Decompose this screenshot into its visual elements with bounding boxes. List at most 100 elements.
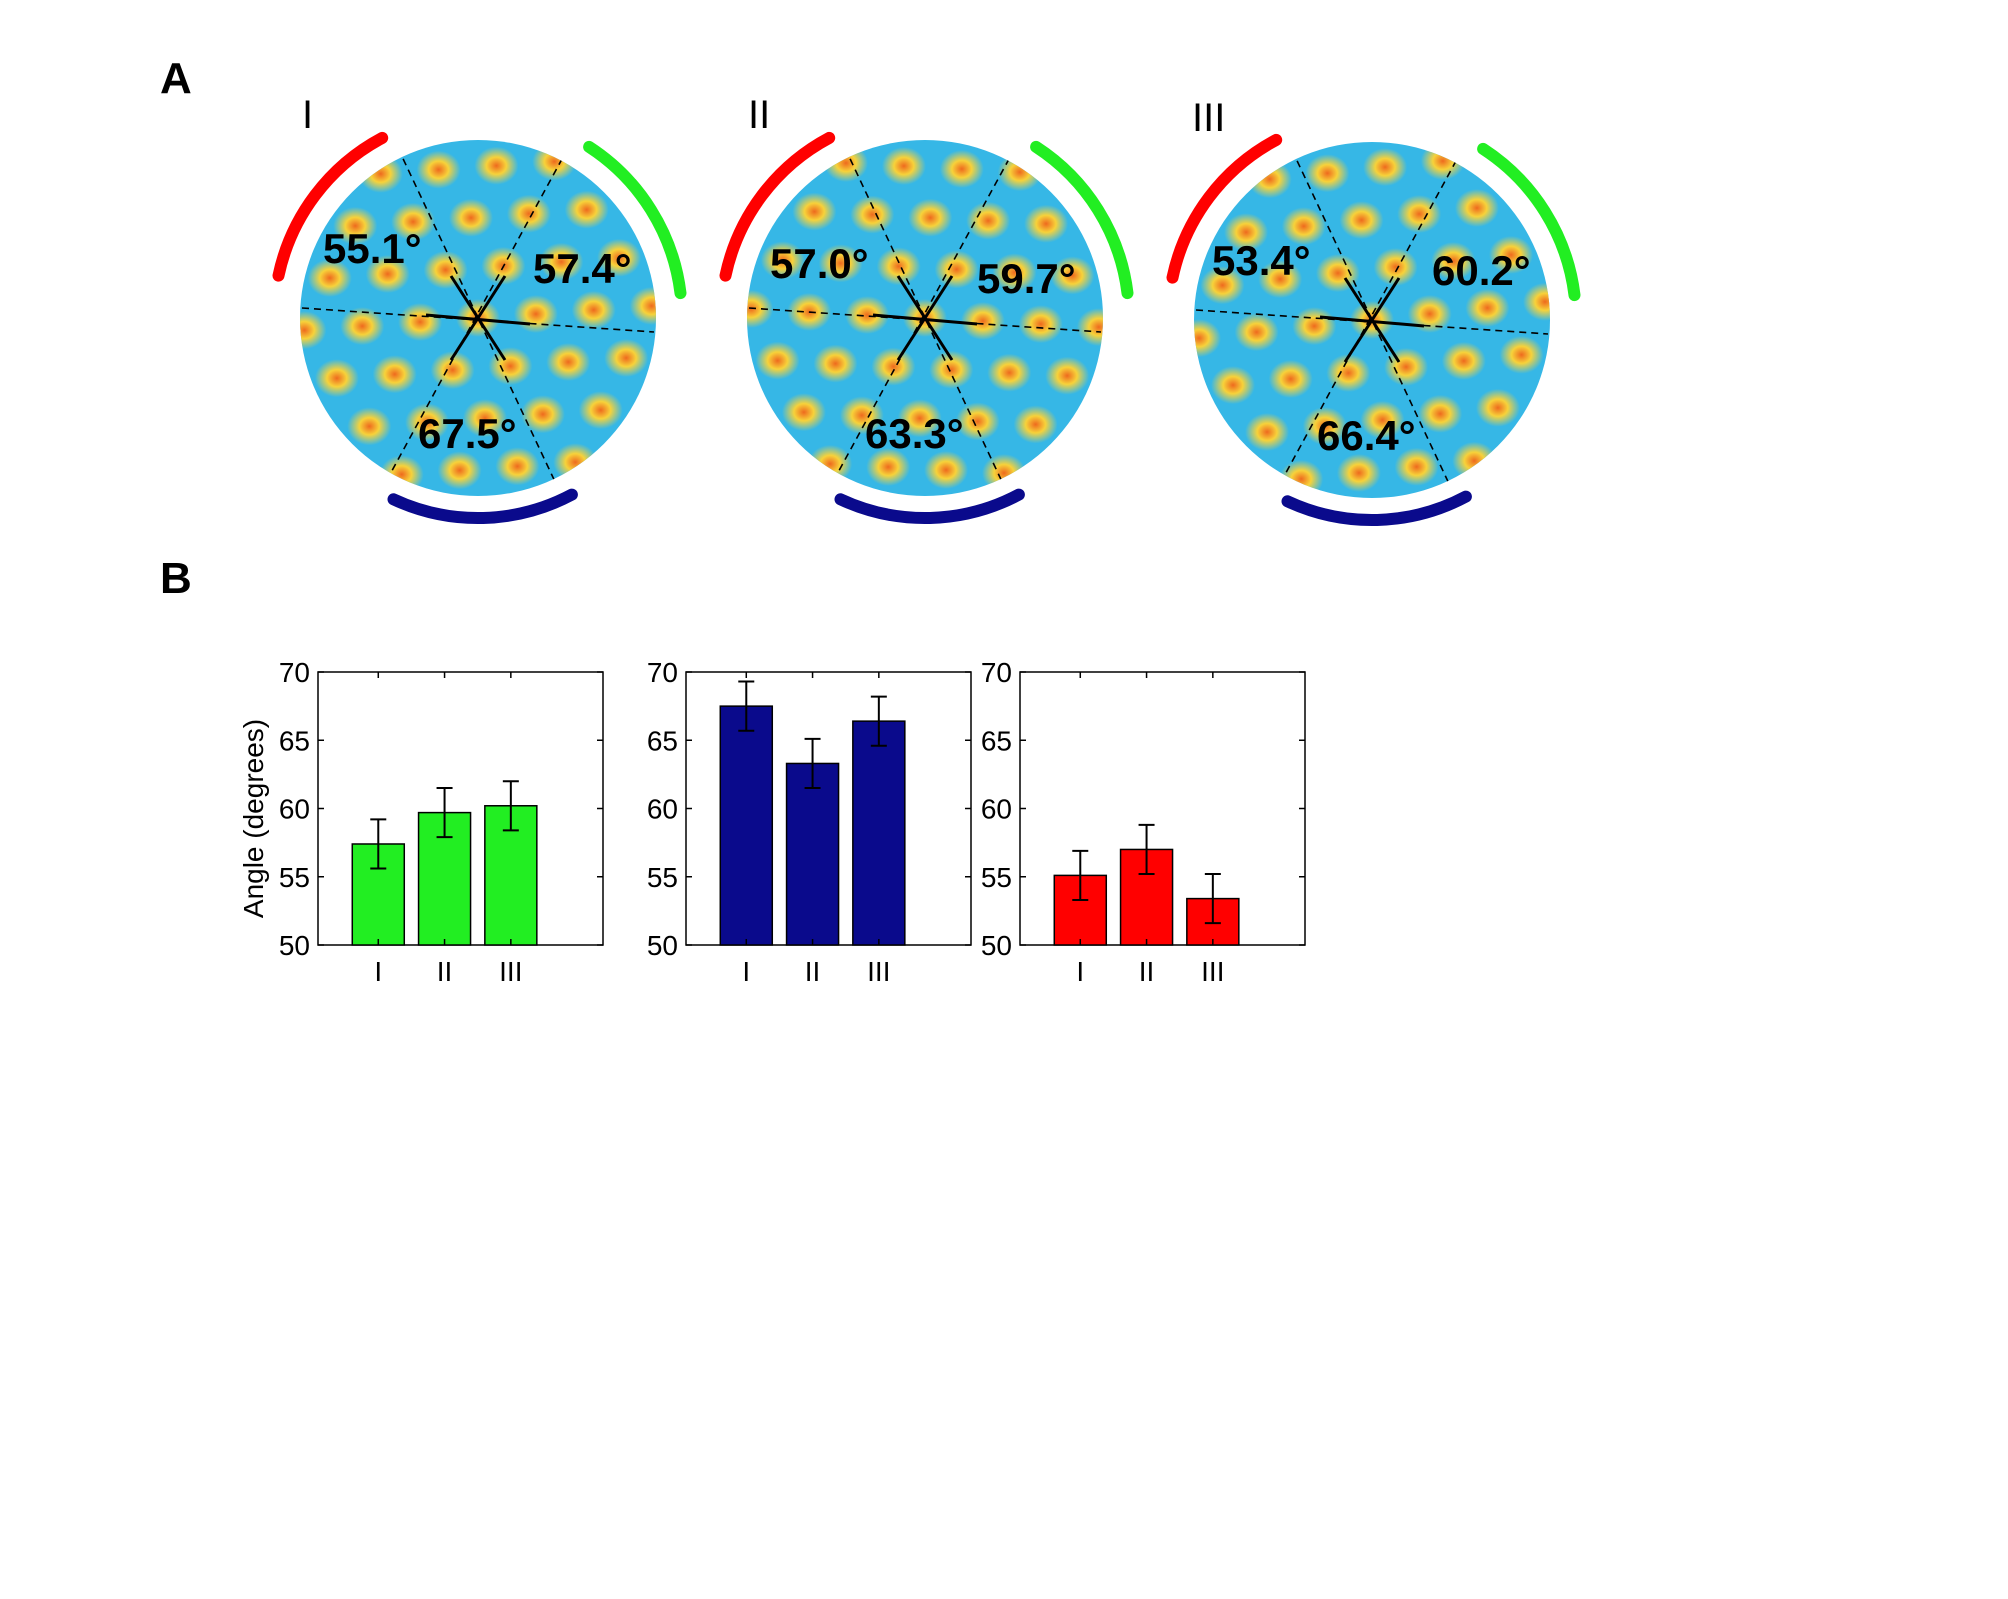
firing-field bbox=[1194, 319, 1221, 358]
error-bar bbox=[502, 780, 519, 832]
firing-field bbox=[929, 350, 974, 389]
star-line bbox=[896, 275, 954, 361]
y-tick-label: 70 bbox=[981, 657, 1012, 688]
orientation-star bbox=[872, 275, 978, 361]
firing-field bbox=[1452, 441, 1497, 480]
x-tick-label: II bbox=[437, 956, 453, 987]
firing-field bbox=[347, 407, 392, 446]
firing-field bbox=[1268, 360, 1313, 398]
firing-field bbox=[1258, 260, 1303, 299]
y-tick-label: 50 bbox=[279, 930, 310, 961]
firing-field bbox=[463, 399, 507, 438]
panel-a-letter: A bbox=[160, 54, 192, 103]
y-axis-label: Angle (degrees) bbox=[238, 719, 269, 918]
map-label: III bbox=[1192, 96, 1225, 140]
y-tick-label: 55 bbox=[981, 862, 1012, 893]
dashed-axis bbox=[1195, 309, 1549, 335]
orientation-star bbox=[1319, 277, 1425, 363]
firing-field bbox=[391, 202, 436, 241]
firing-field bbox=[340, 307, 385, 346]
star-line bbox=[449, 275, 507, 361]
firing-field bbox=[845, 296, 890, 334]
firing-field bbox=[398, 303, 443, 341]
dashed-axis bbox=[834, 147, 1016, 479]
error-bar bbox=[1072, 849, 1089, 901]
firing-field bbox=[578, 391, 623, 430]
error-bar bbox=[370, 818, 387, 870]
firing-field bbox=[546, 343, 591, 381]
firing-field bbox=[1326, 354, 1371, 392]
error-bar bbox=[870, 695, 887, 747]
firing-field bbox=[866, 448, 911, 486]
firing-field bbox=[1499, 335, 1544, 374]
firing-field bbox=[1302, 407, 1347, 445]
firing-field bbox=[1292, 307, 1337, 346]
firing-field bbox=[553, 443, 598, 482]
firing-field bbox=[1420, 142, 1465, 180]
bar-II bbox=[785, 762, 840, 946]
firing-field bbox=[1018, 305, 1063, 344]
firing-field bbox=[1363, 148, 1408, 187]
grid-map-1: I 55.1° 57.4° 67.5° bbox=[272, 93, 687, 524]
firing-field bbox=[358, 154, 403, 193]
angle-label-upper-left: 53.4° bbox=[1212, 237, 1311, 284]
map-firing-fields bbox=[747, 144, 1103, 492]
firing-field bbox=[881, 147, 926, 185]
green-arc bbox=[1477, 142, 1581, 302]
angle-label-upper-left: 57.0° bbox=[770, 240, 869, 287]
firing-field bbox=[934, 250, 979, 289]
firing-field bbox=[1076, 308, 1103, 347]
y-tick-label: 65 bbox=[647, 725, 678, 756]
firing-field bbox=[423, 250, 468, 289]
dashed-axis bbox=[748, 307, 1102, 333]
orientation-star bbox=[425, 275, 531, 361]
firing-field bbox=[850, 195, 895, 234]
y-tick-label: 65 bbox=[279, 725, 310, 756]
firing-field bbox=[808, 444, 853, 483]
firing-field bbox=[1339, 201, 1384, 240]
firing-field bbox=[437, 451, 482, 490]
firing-field bbox=[1279, 460, 1324, 498]
firing-field bbox=[1394, 447, 1439, 486]
map-label: I bbox=[302, 93, 313, 137]
firing-field bbox=[997, 153, 1042, 192]
y-tick-label: 60 bbox=[981, 794, 1012, 825]
firing-field bbox=[365, 255, 410, 293]
firing-field bbox=[604, 339, 649, 377]
firing-field bbox=[1247, 160, 1292, 199]
firing-field bbox=[488, 347, 533, 386]
firing-field bbox=[597, 238, 642, 277]
error-bar bbox=[738, 680, 755, 732]
firing-field bbox=[495, 447, 540, 486]
green-arc bbox=[583, 140, 687, 300]
firing-field bbox=[1200, 266, 1245, 305]
map-axis-lines bbox=[301, 147, 655, 489]
y-tick-label: 70 bbox=[279, 657, 310, 688]
firing-field bbox=[792, 192, 837, 231]
error-bar bbox=[1138, 823, 1155, 876]
map-label: II bbox=[748, 93, 770, 137]
bar-III bbox=[852, 720, 906, 946]
firing-field bbox=[924, 451, 969, 489]
firing-field bbox=[372, 355, 417, 394]
firing-field bbox=[379, 455, 424, 494]
firing-field bbox=[564, 190, 609, 229]
red-arc bbox=[719, 131, 836, 282]
firing-field bbox=[908, 198, 953, 237]
firing-field bbox=[1431, 242, 1476, 280]
panel-b-letter: B bbox=[160, 554, 192, 603]
angle-label-upper-right: 57.4° bbox=[533, 245, 632, 292]
y-tick-label: 55 bbox=[647, 862, 678, 893]
x-tick-label: I bbox=[1076, 956, 1084, 987]
y-tick-label: 60 bbox=[279, 794, 310, 825]
firing-field bbox=[513, 295, 558, 333]
firing-field bbox=[307, 259, 352, 297]
red-arc bbox=[1166, 133, 1283, 284]
grid-maps: I 55.1° 57.4° 67.5° II 57.0° 59.7° 63.3° III 53.4… bbox=[272, 93, 1581, 526]
angle-label-bottom: 63.3° bbox=[865, 410, 964, 457]
firing-field bbox=[876, 247, 921, 286]
dashed-axis bbox=[1281, 149, 1463, 481]
blue-arc bbox=[834, 488, 1025, 524]
